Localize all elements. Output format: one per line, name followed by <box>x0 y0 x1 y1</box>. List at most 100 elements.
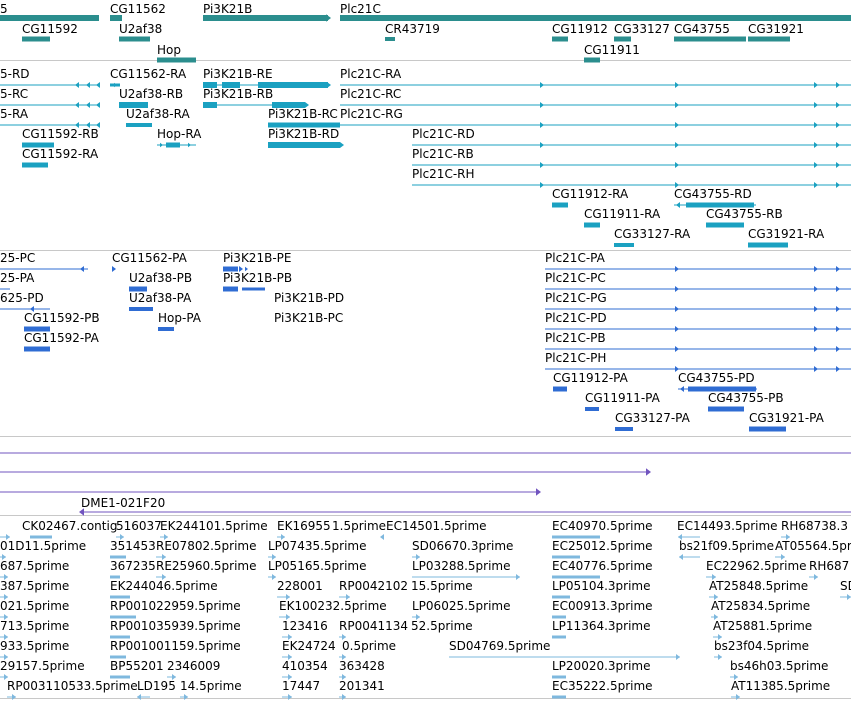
arrowhead-right[interactable] <box>814 306 818 312</box>
arrowhead-right[interactable] <box>540 182 544 188</box>
protein-label[interactable]: U2af38-PA <box>129 291 192 305</box>
est-label[interactable]: LP11364.3prime <box>552 619 651 633</box>
arrowhead-right[interactable] <box>675 366 679 372</box>
est-label[interactable]: EC25012.5prime <box>552 539 653 553</box>
transcript-exon[interactable] <box>119 102 148 108</box>
transcript-exon[interactable] <box>268 122 340 128</box>
est-label[interactable]: RP0042102 <box>339 579 409 593</box>
est-label[interactable]: SD <box>840 579 851 593</box>
est-label[interactable]: RH687 <box>809 559 850 573</box>
transcript-label[interactable]: CG11592-RB <box>22 127 99 141</box>
protein-exon[interactable] <box>708 406 744 412</box>
transcript-label[interactable]: Pi3K21B-RB <box>203 87 274 101</box>
protein-exon[interactable] <box>615 427 633 431</box>
arrowhead-right[interactable] <box>342 674 346 680</box>
arrowhead-right[interactable] <box>288 654 292 660</box>
arrowhead-right[interactable] <box>160 142 163 148</box>
gene-label[interactable]: Plc21C <box>340 2 381 16</box>
arrowhead-right[interactable] <box>836 122 840 128</box>
est-label[interactable]: bs23f04.5prime <box>714 639 810 653</box>
arrowhead-right[interactable] <box>536 488 541 496</box>
protein-exon[interactable] <box>129 307 153 311</box>
gene-label[interactable]: U2af38 <box>119 22 163 36</box>
arrowhead-right[interactable] <box>184 694 188 700</box>
arrowhead-right[interactable] <box>836 306 840 312</box>
gene-feature[interactable] <box>614 36 631 42</box>
est-label[interactable]: EK16955 <box>277 519 331 533</box>
transcript-label[interactable]: U2af38-RA <box>126 107 190 121</box>
arrowhead-right[interactable] <box>836 266 840 272</box>
protein-label[interactable]: CG43755-PD <box>678 371 755 385</box>
gene-label[interactable]: CG11911 <box>584 43 640 57</box>
transcript-label[interactable]: 5-RC <box>0 87 29 101</box>
gene-label[interactable]: CG31921 <box>748 22 804 36</box>
est-label[interactable]: 387.5prime <box>0 579 70 593</box>
arrowhead-right[interactable] <box>272 574 276 580</box>
protein-exon[interactable] <box>158 327 174 331</box>
arrowhead-left[interactable] <box>80 266 84 272</box>
est-label[interactable]: EC00913.3prime <box>552 599 653 613</box>
gene-label[interactable]: CG11912 <box>552 22 608 36</box>
protein-exon[interactable] <box>129 286 147 292</box>
transcript-label[interactable]: CG43755-RD <box>674 187 752 201</box>
gene-feature[interactable] <box>22 36 50 42</box>
est-label[interactable]: LP03288.5prime <box>412 559 511 573</box>
arrowhead-left[interactable] <box>75 122 79 128</box>
protein-exon[interactable] <box>223 286 238 292</box>
transcript-label[interactable]: Pi3K21B-RC <box>268 107 338 121</box>
est-label[interactable]: 367235 <box>110 559 156 573</box>
protein-label[interactable]: CG31921-PA <box>749 411 824 425</box>
est-label[interactable]: LP05104.3prime <box>552 579 651 593</box>
arrowhead-right[interactable] <box>245 266 248 272</box>
gene-feature[interactable] <box>203 15 328 21</box>
arrowhead-right[interactable] <box>814 182 818 188</box>
est-label[interactable]: 1.5prime <box>332 519 387 533</box>
arrowhead-right[interactable] <box>286 614 290 620</box>
transcript-exon[interactable] <box>706 222 744 228</box>
protein-label[interactable]: Plc21C-PD <box>545 311 607 325</box>
est-label[interactable]: 01D11.5prime <box>0 539 87 553</box>
arrowhead-right[interactable] <box>2 554 6 560</box>
protein-label[interactable]: Pi3K21B-PD <box>274 291 345 305</box>
est-label[interactable]: 021.5prime <box>0 599 70 613</box>
arrowhead-right[interactable] <box>4 574 8 580</box>
est-feature[interactable] <box>110 595 130 599</box>
est-label[interactable]: 933.5prime <box>0 639 70 653</box>
arrowhead-right[interactable] <box>540 162 544 168</box>
protein-label[interactable]: 25-PA <box>0 271 35 285</box>
est-feature[interactable] <box>552 675 566 679</box>
est-feature[interactable] <box>552 575 600 579</box>
arrowhead-right[interactable] <box>814 366 818 372</box>
est-label[interactable]: EK244046.5prime <box>110 579 218 593</box>
arrowhead-right[interactable] <box>718 654 722 660</box>
transcript-exon[interactable] <box>584 222 600 228</box>
arrowhead-right[interactable] <box>814 266 818 272</box>
est-label[interactable]: 351453 <box>110 539 156 553</box>
est-label[interactable]: 201341 <box>339 679 385 693</box>
transcript-exon[interactable] <box>166 142 180 148</box>
arrowhead-right[interactable] <box>675 346 679 352</box>
arrowhead-right[interactable] <box>814 82 818 88</box>
arrowhead-right[interactable] <box>286 594 290 600</box>
transcript-label[interactable]: Pi3K21B-RE <box>203 67 273 81</box>
protein-exon[interactable] <box>24 346 50 352</box>
arrowhead-right[interactable] <box>847 594 851 600</box>
gene-feature[interactable] <box>340 15 851 21</box>
est-label[interactable]: 2346009 <box>167 659 221 673</box>
transcript-exon[interactable] <box>268 142 340 148</box>
transcript-label[interactable]: Plc21C-RG <box>340 107 403 121</box>
est-label[interactable]: 123416 <box>282 619 328 633</box>
arrowhead-right[interactable] <box>675 286 679 292</box>
arrowhead-right[interactable] <box>112 266 116 272</box>
est-feature[interactable] <box>552 535 600 539</box>
transcript-exon[interactable] <box>126 123 152 127</box>
arrowhead-right[interactable] <box>162 554 166 560</box>
est-label[interactable]: LP20020.3prime <box>552 659 651 673</box>
arrowhead-right[interactable] <box>342 654 346 660</box>
arrowhead-right[interactable] <box>814 326 818 332</box>
arrowhead-right[interactable] <box>6 534 10 540</box>
protein-label[interactable]: Plc21C-PB <box>545 331 606 345</box>
arrowhead-left[interactable] <box>86 82 90 88</box>
arrowhead-right[interactable] <box>836 142 840 148</box>
transcript-exon[interactable] <box>222 82 240 88</box>
